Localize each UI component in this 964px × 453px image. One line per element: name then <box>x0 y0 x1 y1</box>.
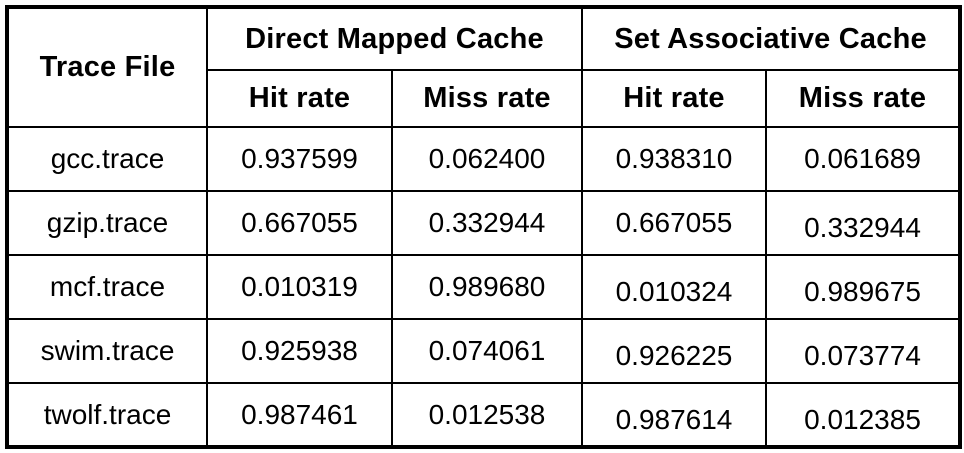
dm-miss-rate-cell: 0.062400 <box>391 126 583 192</box>
trace-name-cell: twolf.trace <box>6 382 208 448</box>
subheader-dm-hit-rate: Hit rate <box>206 69 393 128</box>
cache-comparison-table: Trace File Direct Mapped Cache Set Assoc… <box>5 5 963 449</box>
sa-miss-rate-cell: 0.061689 <box>764 126 962 192</box>
value: 0.062400 <box>428 143 546 174</box>
dm-miss-rate-cell: 0.012538 <box>391 382 583 448</box>
sa-miss-rate-cell: 0.332944 <box>764 190 962 256</box>
sa-miss-rate-cell: 0.073774 <box>764 318 962 384</box>
dm-miss-rate-cell: 0.074061 <box>391 318 583 384</box>
trace-name: mcf.trace <box>49 271 166 302</box>
value: 0.332944 <box>428 207 546 238</box>
trace-name: gzip.trace <box>46 207 169 238</box>
subheader-sa-miss-rate: Miss rate <box>764 69 962 128</box>
value: 0.010319 <box>241 271 358 302</box>
value: 0.987614 <box>615 403 733 435</box>
corner-header-trace-file: Trace File <box>6 6 208 128</box>
table-row-mcf: mcf.trace 0.010319 0.989680 0.010324 0.9… <box>6 254 962 320</box>
sa-miss-rate-cell: 0.989675 <box>764 254 962 320</box>
value: 0.667055 <box>241 207 358 238</box>
trace-name-cell: mcf.trace <box>6 254 208 320</box>
sa-hit-rate-cell: 0.987614 <box>581 382 767 448</box>
trace-name: twolf.trace <box>43 398 172 430</box>
subheader-sa-hit-rate: Hit rate <box>581 69 767 128</box>
trace-name-cell: gzip.trace <box>6 190 208 256</box>
value: 0.938310 <box>615 143 733 174</box>
value: 0.012385 <box>804 403 921 435</box>
sa-hit-rate-cell: 0.010324 <box>581 254 767 320</box>
value: 0.989675 <box>804 276 921 307</box>
value: 0.937599 <box>241 143 358 174</box>
value: 0.073774 <box>804 340 921 371</box>
value: 0.012538 <box>428 398 546 430</box>
trace-name: gcc.trace <box>50 143 165 174</box>
trace-name-cell: swim.trace <box>6 318 208 384</box>
value: 0.667055 <box>615 207 733 238</box>
group-header-direct-mapped-cache: Direct Mapped Cache <box>206 6 583 71</box>
value: 0.926225 <box>615 340 733 371</box>
sa-miss-rate-cell: 0.012385 <box>764 382 962 448</box>
dm-hit-rate-cell: 0.010319 <box>206 254 393 320</box>
dm-miss-rate-cell: 0.989680 <box>391 254 583 320</box>
table-row-gcc: gcc.trace 0.937599 0.062400 0.938310 0.0… <box>6 126 962 192</box>
table-row-swim: swim.trace 0.925938 0.074061 0.926225 0.… <box>6 318 962 384</box>
value: 0.925938 <box>241 335 358 366</box>
dm-hit-rate-cell: 0.925938 <box>206 318 393 384</box>
value: 0.061689 <box>804 143 921 174</box>
dm-miss-rate-cell: 0.332944 <box>391 190 583 256</box>
value: 0.989680 <box>428 271 546 302</box>
dm-hit-rate-cell: 0.667055 <box>206 190 393 256</box>
sa-hit-rate-cell: 0.926225 <box>581 318 767 384</box>
sa-hit-rate-cell: 0.938310 <box>581 126 767 192</box>
value: 0.987461 <box>241 398 358 430</box>
subheader-dm-miss-rate: Miss rate <box>391 69 583 128</box>
table-row-twolf: twolf.trace 0.987461 0.012538 0.987614 0… <box>6 382 962 448</box>
value: 0.074061 <box>428 335 546 366</box>
trace-name: swim.trace <box>40 335 175 366</box>
sa-hit-rate-cell: 0.667055 <box>581 190 767 256</box>
value: 0.010324 <box>615 276 733 307</box>
dm-hit-rate-cell: 0.987461 <box>206 382 393 448</box>
group-header-set-associative-cache: Set Associative Cache <box>580 6 962 71</box>
table-row-gzip: gzip.trace 0.667055 0.332944 0.667055 0.… <box>6 190 962 256</box>
dm-hit-rate-cell: 0.937599 <box>206 126 393 192</box>
trace-name-cell: gcc.trace <box>6 126 208 192</box>
value: 0.332944 <box>804 212 921 243</box>
